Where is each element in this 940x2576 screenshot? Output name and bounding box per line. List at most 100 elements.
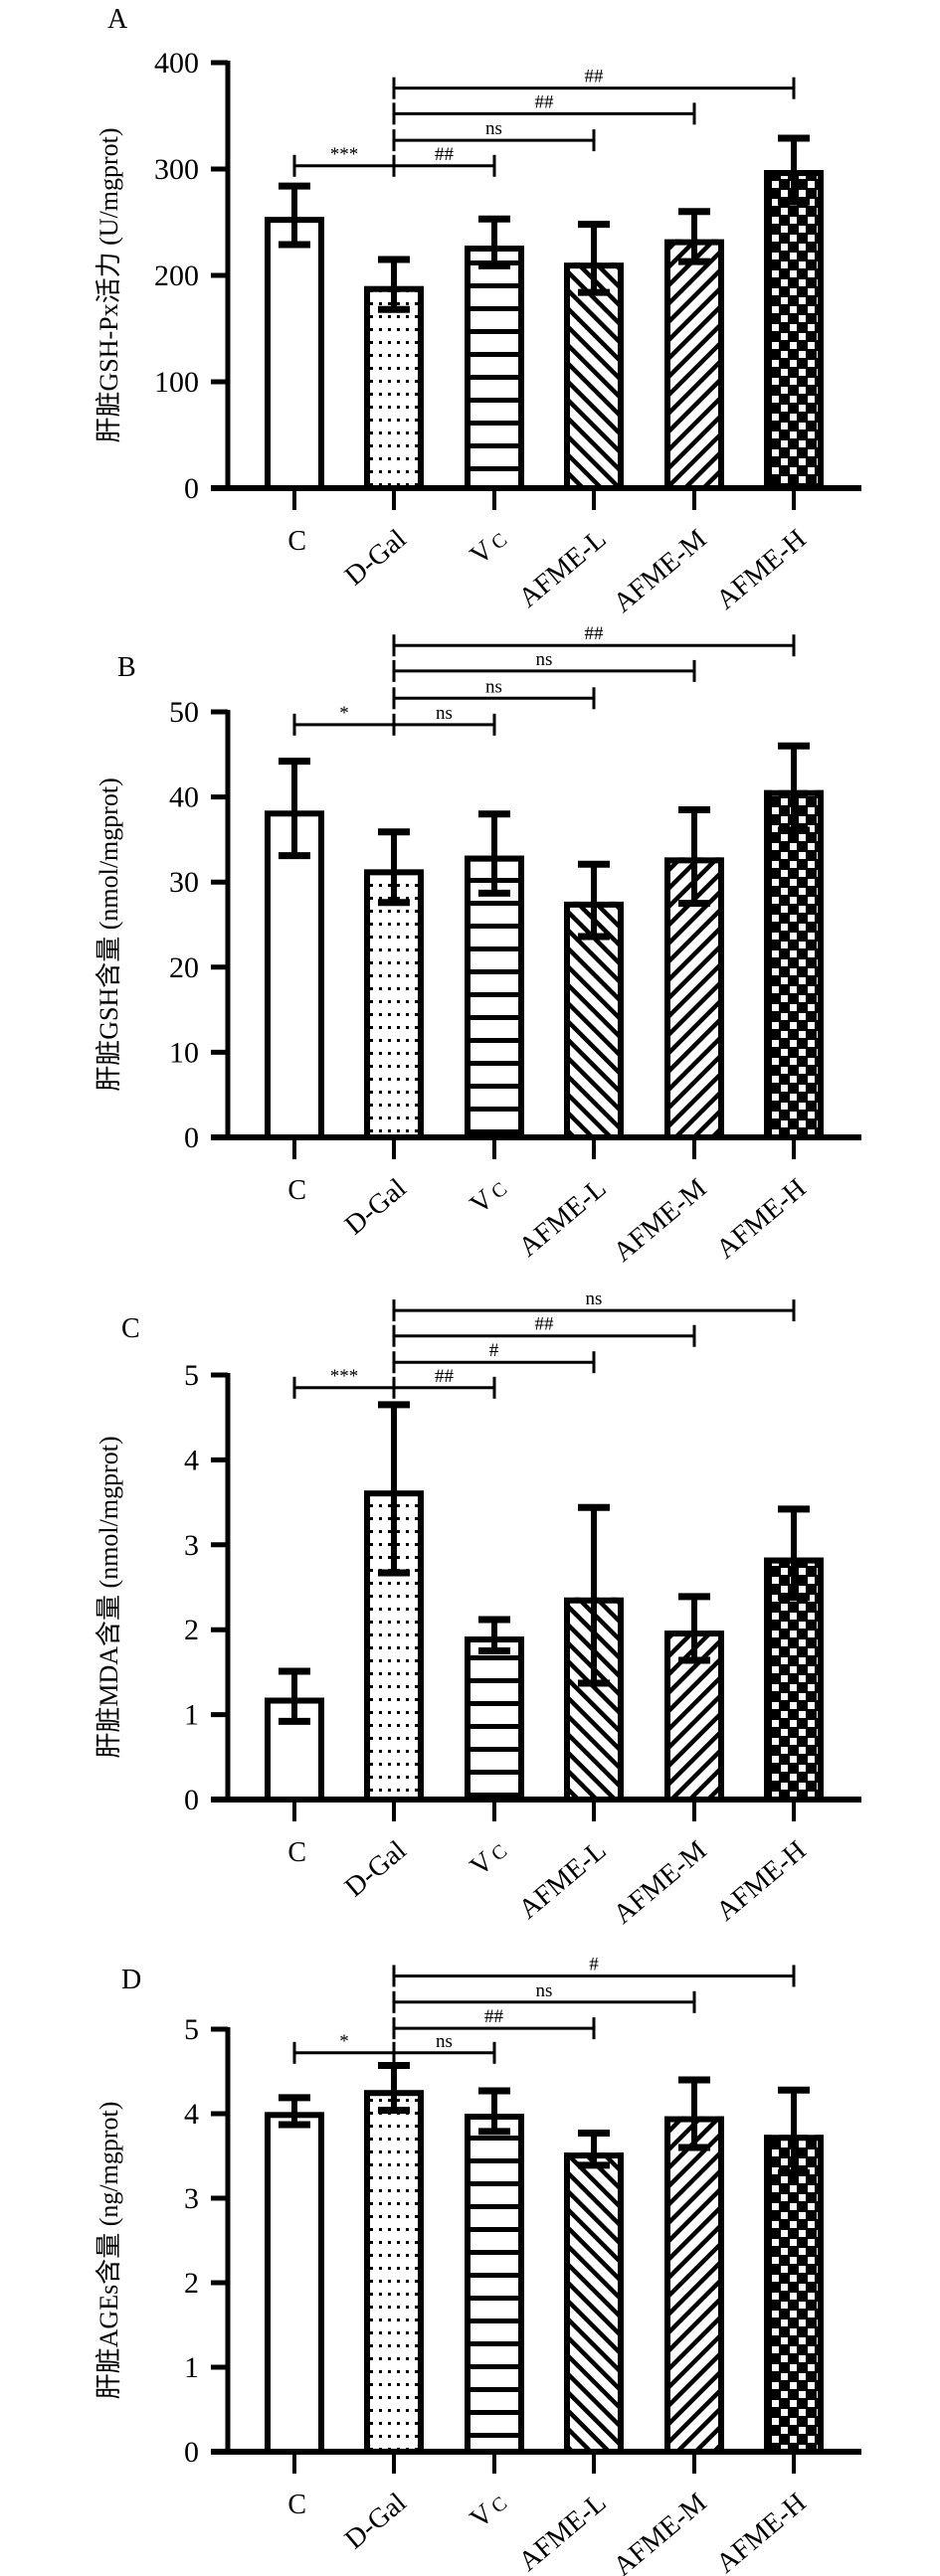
error-bar [578, 1503, 610, 1687]
bar-pattern [364, 869, 424, 1137]
significance-label: ns [586, 1288, 603, 1309]
y-tick-label: 3 [184, 1529, 199, 1562]
bar-pattern [764, 2135, 824, 2452]
significance-bracket: ## [392, 2006, 596, 2040]
bar-vc [465, 215, 524, 491]
significance-bracket: ns [392, 1288, 796, 1322]
error-bar [378, 1401, 410, 1577]
y-axis-title: 肝脏MDA含量 (nmol/mgprot) [94, 1436, 123, 1758]
significance-label: * [339, 703, 349, 724]
bar-pattern [664, 2116, 724, 2452]
error-bar [378, 828, 410, 907]
significance-label: # [489, 1340, 499, 1361]
error-bar [778, 742, 810, 834]
significance-bracket: ## [392, 623, 796, 657]
y-tick-label: 5 [184, 2013, 199, 2046]
bar-afme-h [764, 2086, 824, 2455]
x-tick-label-subscript: C [487, 2492, 511, 2517]
y-tick-label: 5 [184, 1359, 199, 1392]
y-tick-label: 50 [169, 696, 199, 729]
error-bar [478, 810, 510, 897]
error-bar [578, 860, 610, 941]
significance-bracket: ns [392, 118, 596, 152]
y-tick-label: 0 [184, 1784, 199, 1816]
bar-pattern [465, 246, 524, 488]
bar-pattern [564, 901, 624, 1137]
x-tick-label: AFME-L [513, 2488, 613, 2576]
bar-pattern [564, 2152, 624, 2452]
bar-d-gal [364, 2062, 424, 2455]
significance-bracket: ns [392, 649, 696, 682]
x-tick-label: C [287, 1837, 306, 1868]
significance-label: ns [536, 1980, 553, 2001]
y-tick-label: 0 [184, 2436, 199, 2469]
significance-label: ## [435, 144, 455, 165]
y-tick-label: 3 [184, 2182, 199, 2215]
y-tick-label: 4 [184, 2098, 199, 2131]
x-tick-label: VC [465, 2488, 513, 2535]
bar-c [265, 2094, 324, 2456]
bar-pattern [564, 262, 624, 488]
bar-afme-m [664, 1593, 724, 1803]
panel-label: C [121, 1313, 140, 1344]
significance-bracket: *** ## [292, 1366, 496, 1399]
bar-background [265, 217, 324, 488]
x-tick-label: AFME-H [710, 1173, 812, 1266]
y-tick-label: 1 [184, 2351, 199, 2384]
y-tick-label: 0 [184, 472, 199, 505]
bar-background [265, 810, 324, 1137]
significance-bracket: ## [392, 1314, 696, 1347]
x-tick-label: C [287, 1175, 306, 1206]
bar-d-gal [364, 256, 424, 492]
y-tick-label: 400 [154, 47, 199, 80]
bar-vc [465, 1616, 524, 1803]
bar-afme-m [664, 208, 724, 491]
bar-afme-m [664, 2076, 724, 2456]
error-bar [279, 758, 310, 860]
bar-background [265, 2112, 324, 2452]
significance-bracket: ## [392, 91, 696, 125]
bar-c [265, 1667, 324, 1803]
bar-pattern [764, 170, 824, 488]
error-bar [378, 256, 410, 313]
error-bar [578, 2130, 610, 2169]
significance-label: # [589, 1954, 599, 1975]
x-tick-label: C [287, 2490, 306, 2520]
significance-bracket: * ns [292, 2031, 496, 2064]
error-bar [378, 2062, 410, 2115]
y-tick-label: 1 [184, 1699, 199, 1732]
error-bar [778, 1505, 810, 1602]
x-tick-label-subscript: C [487, 529, 511, 554]
significance-label: *** [330, 144, 359, 165]
bar-c [265, 758, 324, 1141]
y-tick-label: 100 [154, 366, 199, 399]
error-bar [279, 1667, 310, 1725]
x-tick-label: D-Gal [339, 1172, 413, 1241]
significance-label: ## [535, 1314, 555, 1335]
x-tick-label: AFME-M [608, 1173, 713, 1269]
bar-pattern [465, 855, 524, 1137]
error-bar [478, 215, 510, 269]
y-tick-label: 2 [184, 2267, 199, 2300]
significance-label: ns [485, 118, 502, 139]
x-tick-label: D-Gal [339, 523, 413, 592]
panel-label: B [117, 652, 136, 683]
bar-pattern [364, 285, 424, 488]
panel-label: D [121, 1965, 141, 1995]
y-tick-label: 4 [184, 1444, 199, 1476]
error-bar [778, 134, 810, 206]
x-tick-label: AFME-L [513, 1173, 613, 1264]
bar-d-gal [364, 1401, 424, 1803]
panel-a: A 肝脏GSH-Px活力 (U/mgprot) 0 100 200 300 400 C D-Ga… [94, 4, 861, 618]
x-tick-label: D-Gal [339, 2487, 413, 2555]
error-bar [678, 1593, 710, 1664]
error-bar [778, 2086, 810, 2176]
x-tick-label-subscript: C [487, 1840, 511, 1865]
significance-label: *** [330, 1366, 359, 1387]
error-bar [678, 2076, 710, 2151]
significance-label: ns [485, 676, 502, 697]
x-tick-label: VC [465, 1173, 513, 1221]
bar-pattern [465, 2114, 524, 2452]
